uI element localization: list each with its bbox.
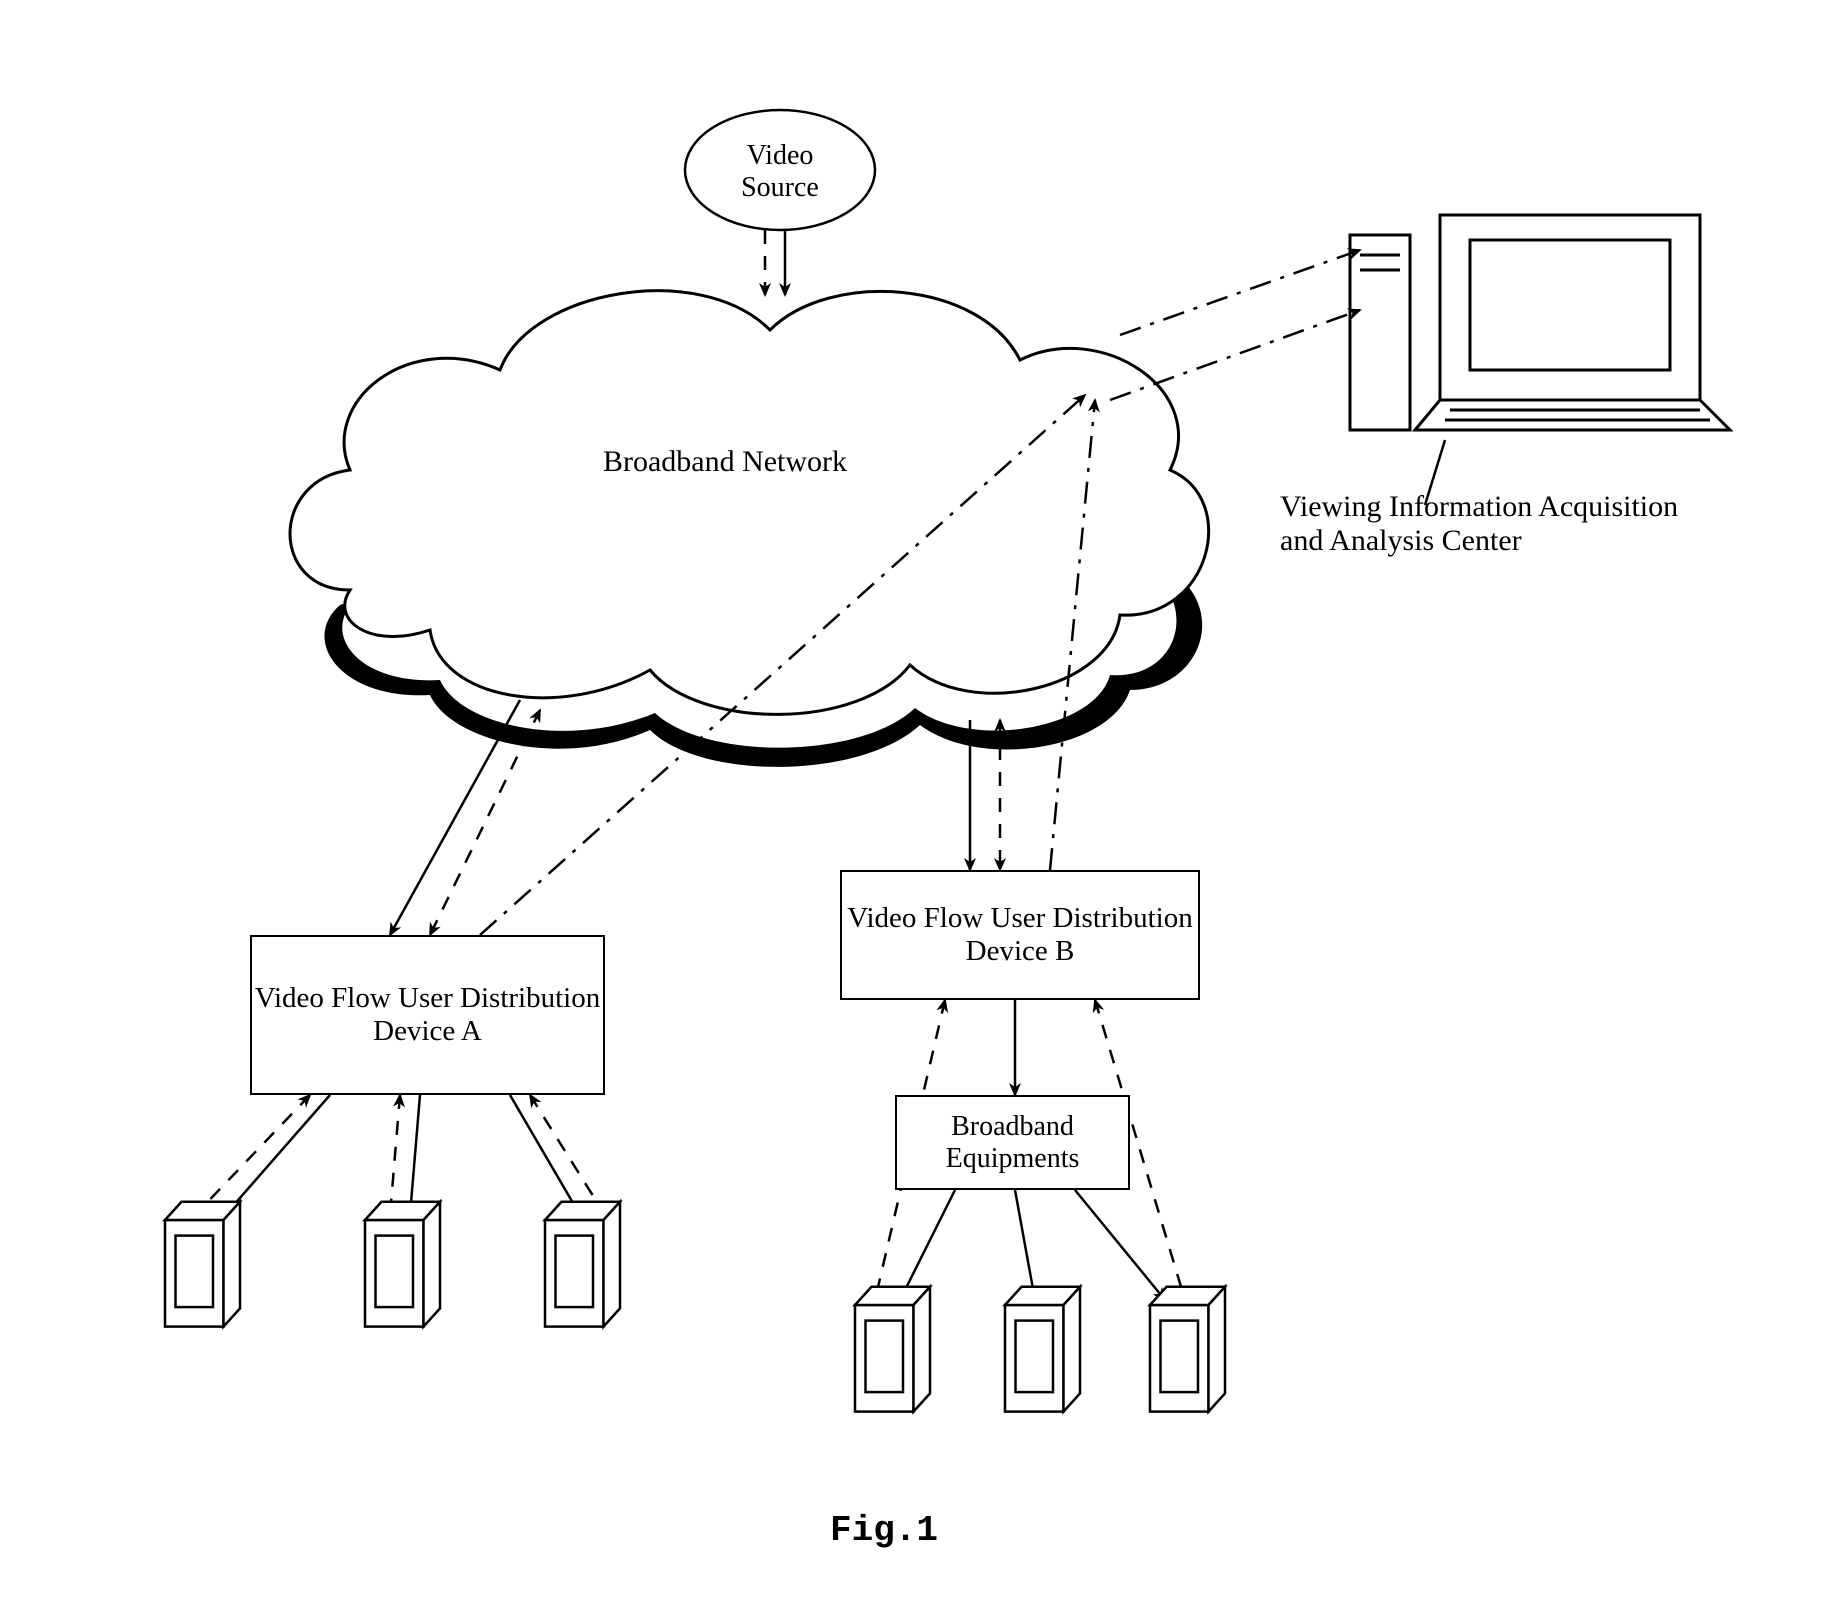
device-b-node: Video Flow User Distribution Device B bbox=[840, 870, 1200, 1000]
video-source-node bbox=[685, 110, 875, 230]
diagram-svg bbox=[0, 0, 1828, 1616]
edge bbox=[1015, 1190, 1035, 1300]
terminal-icon bbox=[365, 1202, 440, 1327]
cloud-node bbox=[290, 291, 1209, 715]
edge bbox=[410, 1095, 420, 1215]
terminals-a-group bbox=[165, 1202, 620, 1327]
figure-caption: Fig.1 bbox=[830, 1510, 938, 1551]
terminals-b-group bbox=[855, 1287, 1225, 1412]
broadband-eq-node: Broadband Equipments bbox=[895, 1095, 1130, 1190]
edge bbox=[390, 700, 520, 935]
edge bbox=[390, 1095, 400, 1215]
terminal-icon bbox=[855, 1287, 930, 1412]
diagram-root: Video Source Broadband Network Viewing I… bbox=[0, 0, 1828, 1616]
device-a-node: Video Flow User Distribution Device A bbox=[250, 935, 605, 1095]
callout-line bbox=[1425, 440, 1445, 505]
broadband-eq-label: Broadband Equipments bbox=[897, 1111, 1128, 1175]
edge bbox=[510, 1095, 580, 1215]
edge bbox=[225, 1095, 330, 1215]
terminal-icon bbox=[165, 1202, 240, 1327]
edge bbox=[1075, 1190, 1165, 1300]
device-a-label: Video Flow User Distribution Device A bbox=[252, 982, 603, 1048]
device-b-label: Video Flow User Distribution Device B bbox=[842, 902, 1198, 968]
computer-icon bbox=[1350, 215, 1730, 430]
edge bbox=[1120, 250, 1360, 335]
terminal-icon bbox=[545, 1202, 620, 1327]
edge bbox=[430, 710, 540, 935]
edge bbox=[195, 1095, 310, 1215]
terminal-icon bbox=[1005, 1287, 1080, 1412]
terminal-icon bbox=[1150, 1287, 1225, 1412]
edge bbox=[530, 1095, 605, 1215]
edge bbox=[900, 1190, 955, 1300]
